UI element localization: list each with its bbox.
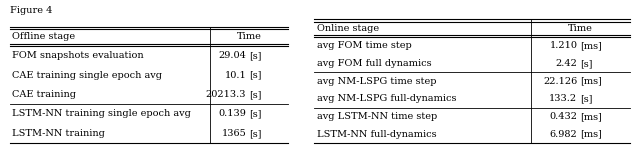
Text: 133.2: 133.2 xyxy=(549,94,577,103)
Text: [s]: [s] xyxy=(249,90,262,99)
Text: CAE training: CAE training xyxy=(12,90,76,99)
Text: Time: Time xyxy=(237,32,262,41)
Text: Figure 4: Figure 4 xyxy=(10,6,52,15)
Text: [ms]: [ms] xyxy=(580,112,602,121)
Text: 1365: 1365 xyxy=(221,129,246,138)
Text: [ms]: [ms] xyxy=(580,77,602,86)
Text: avg LSTM-NN time step: avg LSTM-NN time step xyxy=(317,112,437,121)
Text: avg FOM full dynamics: avg FOM full dynamics xyxy=(317,59,431,68)
Text: LSTM-NN training single epoch avg: LSTM-NN training single epoch avg xyxy=(12,110,191,118)
Text: [ms]: [ms] xyxy=(580,130,602,139)
Text: avg FOM time step: avg FOM time step xyxy=(317,41,412,50)
Text: 22.126: 22.126 xyxy=(543,77,577,86)
Text: 2.42: 2.42 xyxy=(556,59,577,68)
Text: 29.04: 29.04 xyxy=(218,51,246,60)
Text: [s]: [s] xyxy=(580,59,593,68)
Text: [s]: [s] xyxy=(580,94,593,103)
Text: LSTM-NN full-dynamics: LSTM-NN full-dynamics xyxy=(317,130,436,139)
Text: FOM snapshots evaluation: FOM snapshots evaluation xyxy=(12,51,144,60)
Text: Time: Time xyxy=(568,24,593,33)
Text: Offline stage: Offline stage xyxy=(12,32,76,41)
Text: 0.432: 0.432 xyxy=(549,112,577,121)
Text: avg NM-LSPG full-dynamics: avg NM-LSPG full-dynamics xyxy=(317,94,456,103)
Text: [ms]: [ms] xyxy=(580,41,602,50)
Text: CAE training single epoch avg: CAE training single epoch avg xyxy=(12,71,163,80)
Text: [s]: [s] xyxy=(249,51,262,60)
Text: 20213.3: 20213.3 xyxy=(205,90,246,99)
Text: 10.1: 10.1 xyxy=(225,71,246,80)
Text: avg NM-LSPG time step: avg NM-LSPG time step xyxy=(317,77,436,86)
Text: [s]: [s] xyxy=(249,129,262,138)
Text: LSTM-NN training: LSTM-NN training xyxy=(12,129,105,138)
Text: [s]: [s] xyxy=(249,71,262,80)
Text: 1.210: 1.210 xyxy=(549,41,577,50)
Text: [s]: [s] xyxy=(249,110,262,118)
Text: 0.139: 0.139 xyxy=(218,110,246,118)
Text: Online stage: Online stage xyxy=(317,24,379,33)
Text: 6.982: 6.982 xyxy=(550,130,577,139)
